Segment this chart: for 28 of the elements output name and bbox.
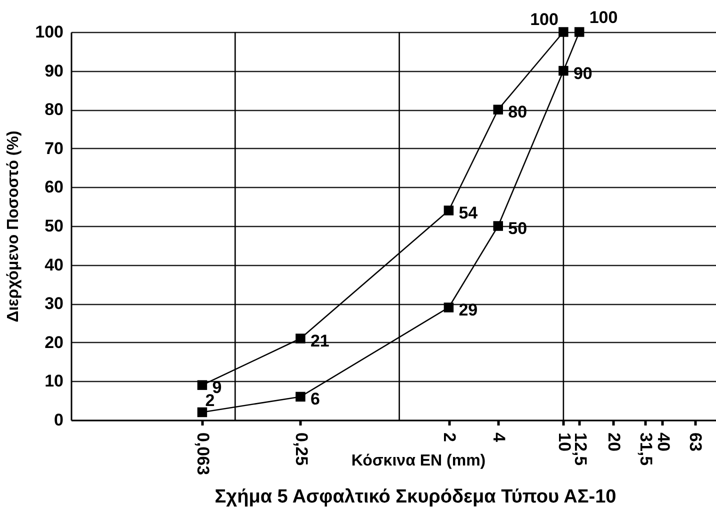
data-label: 2: [205, 391, 215, 410]
y-tick-label: 80: [44, 100, 64, 120]
y-tick-label: 10: [44, 372, 64, 391]
x-tick-label: 0,25: [292, 432, 311, 466]
data-label: 54: [458, 203, 478, 222]
text: Σχήμα 5 Ασφαλτικό Σκυρόδεμα Τύπου ΑΣ-10: [214, 486, 616, 507]
data-label: 6: [310, 390, 320, 409]
x-tick-label: 0,063: [194, 432, 213, 476]
y-tick-label: 100: [35, 22, 64, 42]
y-tick-label: 40: [44, 255, 64, 274]
x-tick-label: 4: [490, 432, 509, 442]
y-tick-label: 0: [54, 410, 64, 430]
y-tick-label: 30: [44, 294, 64, 314]
data-label: 29: [458, 300, 478, 320]
y-axis-title: Διερχόμενο Ποσοστό (%): [5, 130, 22, 322]
data-label: 100: [589, 8, 618, 27]
x-tick-label: 31,5: [636, 432, 656, 466]
x-tick-label: 2: [440, 432, 460, 442]
x-tick-label: 40: [654, 432, 673, 452]
x-axis-title: Κόσκινα EN (mm): [351, 452, 486, 470]
y-tick-label: 20: [44, 332, 64, 352]
data-label: 100: [530, 10, 558, 29]
x-tick-label: 20: [604, 432, 624, 452]
y-tick-label: 60: [44, 178, 64, 197]
x-tick-label: 63: [686, 432, 706, 452]
y-tick-label: 70: [44, 138, 64, 158]
y-tick-label: 90: [44, 61, 64, 80]
y-tick-label: 50: [44, 216, 64, 236]
